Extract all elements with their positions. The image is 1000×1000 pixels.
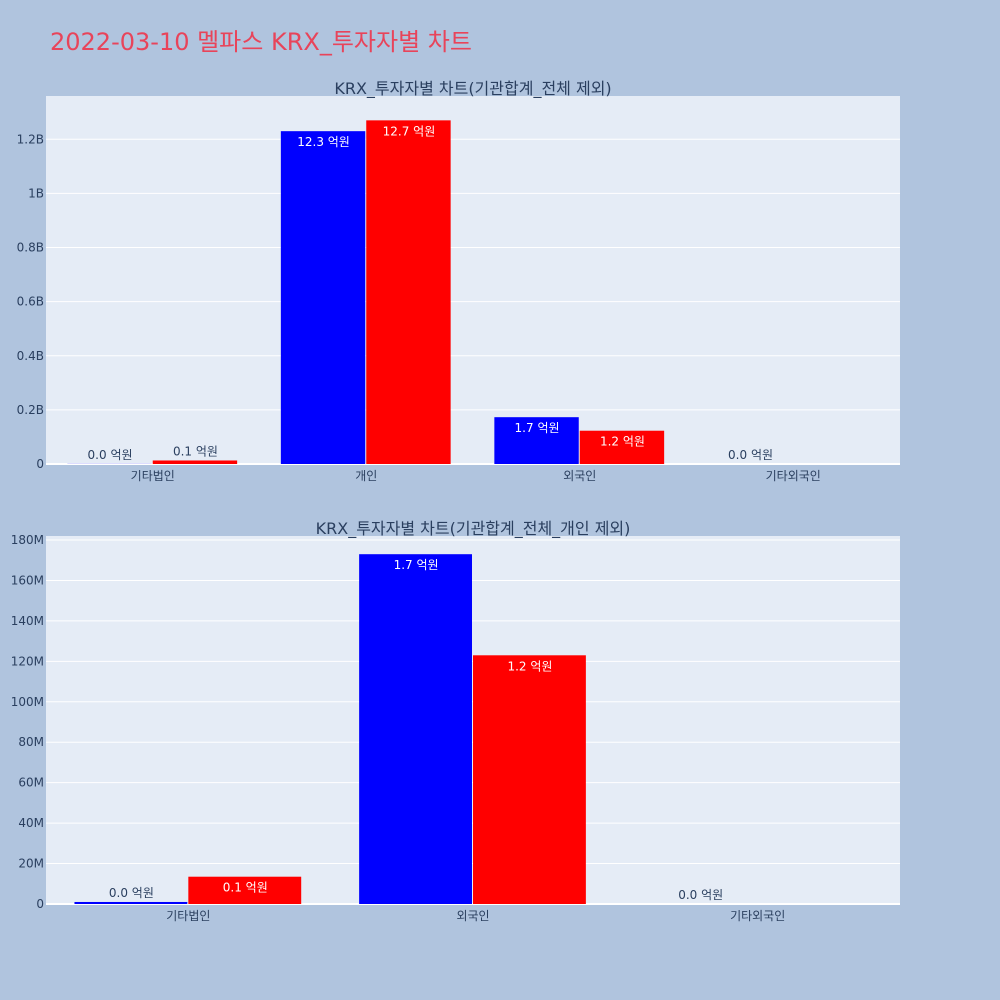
chart-excluding-institutions-and-individuals: 0 20M 40M 60M 80M 100M 120M 140M 160M 180M KRX_투자자… — [11, 519, 900, 923]
chart-title: KRX_투자자별 차트(기관합계_전체 제외) — [334, 79, 611, 99]
x-tick-label: 기타외국인 — [730, 909, 785, 923]
bar-data-label: 1.2 억원 — [600, 435, 645, 449]
bar — [152, 460, 238, 464]
y-tick-label: 1.2B — [17, 132, 44, 146]
y-tick-label: 0.8B — [17, 241, 44, 255]
y-tick-label: 0 — [36, 897, 44, 911]
x-tick-label: 기타법인 — [166, 909, 210, 923]
y-tick-label: 100M — [11, 695, 44, 709]
bar — [579, 430, 665, 464]
y-tick-label: 0.6B — [17, 295, 44, 309]
y-tick-label: 80M — [18, 735, 44, 749]
x-tick-label: 외국인 — [456, 909, 489, 923]
bar-data-label: 0.1 억원 — [223, 881, 268, 895]
y-tick-label: 140M — [11, 614, 44, 628]
bar-data-label: 0.0 억원 — [728, 448, 773, 462]
bar-data-label: 0.0 억원 — [678, 888, 723, 902]
y-tick-label: 60M — [18, 776, 44, 790]
x-tick-label: 외국인 — [563, 469, 596, 483]
chart-excluding-institutions: 0 0.2B 0.4B 0.6B 0.8B 1B 1.2B KRX_투자자별 차트(기관합계_… — [17, 79, 900, 483]
y-tick-label: 0 — [36, 457, 44, 471]
bar — [280, 131, 366, 465]
y-tick-label: 40M — [18, 816, 44, 830]
y-tick-label: 20M — [18, 857, 44, 871]
bar — [188, 876, 302, 904]
bar-data-label: 1.2 억원 — [507, 659, 552, 673]
bar-data-label: 1.7 억원 — [394, 558, 439, 572]
bar-data-label: 1.7 억원 — [515, 421, 560, 435]
x-tick-label: 기타법인 — [131, 469, 175, 483]
page-title: 2022-03-10 멜파스 KRX_투자자별 차트 — [50, 28, 472, 56]
y-tick-label: 0.4B — [17, 349, 44, 363]
bar — [359, 554, 472, 904]
bar — [366, 120, 451, 464]
bar — [74, 901, 188, 904]
bar — [494, 417, 579, 464]
bar-data-label: 12.3 억원 — [297, 135, 350, 149]
bar-data-label: 0.1 억원 — [173, 444, 218, 458]
x-tick-label: 기타외국인 — [766, 469, 821, 483]
y-tick-label: 120M — [11, 654, 44, 668]
y-tick-label: 0.2B — [17, 403, 44, 417]
bar-data-label: 12.7 억원 — [383, 124, 436, 138]
y-tick-label: 160M — [11, 573, 44, 587]
plot-area — [46, 96, 900, 464]
x-tick-label: 개인 — [355, 469, 377, 483]
y-tick-label: 1B — [28, 186, 44, 200]
bar-data-label: 0.0 억원 — [109, 886, 154, 900]
bar-data-label: 0.0 억원 — [88, 448, 133, 462]
bar — [473, 655, 586, 904]
y-tick-label: 180M — [11, 533, 44, 547]
chart-title: KRX_투자자별 차트(기관합계_전체_개인 제외) — [316, 519, 631, 539]
